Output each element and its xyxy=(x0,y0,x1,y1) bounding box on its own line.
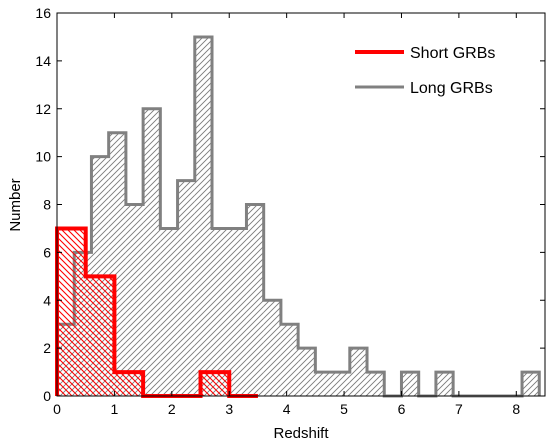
x-axis-ticks: 0 1 2 3 4 5 6 7 8 xyxy=(53,13,520,417)
long-grbs-bar xyxy=(263,300,281,396)
short-grbs-bar xyxy=(57,228,86,396)
legend-label-long-grbs: Long GRBs xyxy=(410,80,493,97)
x-tick-label: 0 xyxy=(53,401,61,417)
y-tick-label: 16 xyxy=(35,5,51,21)
x-tick-label: 4 xyxy=(283,401,291,417)
y-axis-title: Number xyxy=(7,178,24,231)
long-grbs-bar xyxy=(246,204,264,396)
long-grbs-bar xyxy=(298,348,316,396)
y-tick-label: 0 xyxy=(43,388,51,404)
short-grbs-bar xyxy=(200,372,230,396)
y-tick-label: 6 xyxy=(43,244,51,260)
x-tick-label: 7 xyxy=(455,401,463,417)
y-axis-ticks: 0 2 4 6 8 10 12 14 16 xyxy=(35,5,545,404)
long-grbs-bar xyxy=(212,228,247,396)
long-grbs-bar xyxy=(280,324,299,396)
y-tick-label: 2 xyxy=(43,340,51,356)
x-tick-label: 3 xyxy=(225,401,233,417)
long-grbs-bar xyxy=(315,372,350,396)
y-tick-label: 4 xyxy=(43,292,51,308)
x-tick-label: 2 xyxy=(168,401,176,417)
x-tick-label: 1 xyxy=(111,401,119,417)
long-grbs-bar xyxy=(177,180,195,396)
y-tick-label: 10 xyxy=(35,149,51,165)
long-grbs-bar xyxy=(401,372,419,396)
x-tick-label: 5 xyxy=(340,401,348,417)
long-grbs-bar xyxy=(143,108,161,396)
short-grbs-bar xyxy=(114,372,144,396)
long-grbs-bar xyxy=(125,204,144,396)
short-grbs-outline xyxy=(55,226,258,398)
long-grbs-bar xyxy=(435,372,454,396)
long-grbs-bar xyxy=(367,372,385,396)
y-tick-label: 14 xyxy=(35,53,51,69)
short-grbs-series xyxy=(55,226,258,398)
legend-label-short-grbs: Short GRBs xyxy=(410,45,495,62)
x-axis-title: Redshift xyxy=(273,425,329,442)
long-grbs-bar xyxy=(522,372,540,396)
long-grbs-bar xyxy=(349,348,368,396)
long-grbs-bar xyxy=(194,36,213,396)
x-tick-label: 8 xyxy=(512,401,520,417)
legend: Short GRBs Long GRBs xyxy=(355,45,495,97)
x-tick-label: 6 xyxy=(398,401,406,417)
short-grbs-bar xyxy=(85,276,115,396)
long-grbs-bar xyxy=(160,228,178,396)
y-tick-label: 8 xyxy=(43,197,51,213)
y-tick-label: 12 xyxy=(35,101,51,117)
